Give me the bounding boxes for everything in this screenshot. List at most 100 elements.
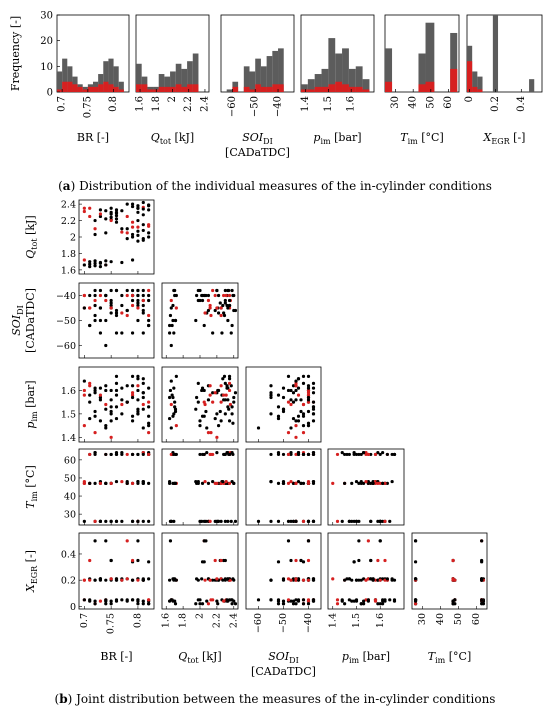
point	[301, 560, 306, 564]
bar-highlight	[113, 86, 119, 92]
point	[276, 414, 281, 418]
x-tick-label: 0.75	[82, 96, 93, 118]
point	[206, 481, 211, 485]
point	[225, 386, 229, 390]
scatter-panel-Qtot-vs-BR	[78, 199, 155, 275]
point	[311, 405, 316, 409]
point	[231, 577, 235, 581]
point	[130, 374, 135, 378]
point	[269, 391, 273, 395]
bar-total	[113, 66, 119, 92]
y-tick-label: 2.4	[61, 200, 76, 211]
bar-highlight	[175, 84, 182, 92]
point	[286, 388, 291, 393]
point-highlight	[203, 311, 207, 315]
point-highlight	[373, 452, 378, 457]
point	[104, 519, 108, 523]
point	[202, 388, 206, 393]
point	[125, 202, 129, 206]
point	[194, 602, 198, 606]
point	[291, 384, 296, 388]
column-label: BR [-]	[100, 650, 132, 663]
point	[269, 519, 273, 523]
bar-highlight	[103, 81, 109, 92]
point-highlight	[306, 558, 311, 563]
point	[104, 384, 108, 388]
point	[306, 386, 311, 390]
point-highlight	[335, 598, 340, 602]
bar-highlight	[108, 84, 114, 92]
point	[281, 602, 286, 606]
point	[230, 405, 234, 409]
point	[381, 519, 385, 523]
point	[381, 598, 385, 602]
point	[223, 577, 227, 581]
point-highlight	[93, 298, 97, 303]
point	[226, 318, 230, 323]
point	[136, 558, 140, 563]
point-highlight	[109, 481, 113, 485]
point	[230, 323, 234, 328]
point	[195, 481, 199, 485]
y-tick-label: 30	[64, 510, 76, 521]
bar-total	[103, 61, 109, 92]
point	[130, 395, 135, 400]
point-highlight	[301, 402, 306, 407]
point	[296, 598, 301, 602]
point	[311, 479, 316, 484]
x-tick-label: 60	[443, 96, 454, 109]
point	[147, 560, 151, 564]
point	[169, 306, 173, 310]
point	[114, 311, 119, 315]
point	[147, 208, 151, 212]
point	[311, 391, 316, 395]
point	[376, 602, 380, 606]
point	[301, 452, 306, 457]
point-highlight	[203, 402, 207, 407]
point-highlight	[296, 393, 301, 397]
scatter-panel-XEGR-vs-pim	[327, 532, 405, 610]
point	[347, 598, 351, 602]
point	[98, 386, 103, 390]
bar-highlight	[62, 81, 68, 92]
y-tick-label: 50	[64, 473, 76, 484]
point-highlight	[301, 519, 306, 523]
point	[82, 379, 86, 383]
point	[147, 421, 151, 425]
bar-total	[314, 74, 322, 92]
x-tick-label: 2	[195, 613, 206, 619]
bar-total	[136, 63, 142, 92]
point-highlight	[294, 384, 298, 388]
y-tick-label: 2	[70, 233, 76, 244]
point	[276, 519, 281, 523]
point-highlight	[222, 293, 226, 298]
x-tick-label: 1.8	[151, 96, 162, 112]
point	[230, 602, 234, 606]
point	[109, 215, 113, 219]
point	[291, 400, 296, 404]
histogram-2	[135, 14, 210, 93]
x-tick-label: 1.4	[300, 96, 311, 112]
bar-total	[164, 76, 171, 92]
point	[88, 599, 92, 603]
point	[109, 405, 113, 409]
point	[230, 451, 234, 455]
point	[221, 303, 225, 308]
point	[141, 207, 145, 211]
point	[114, 208, 119, 212]
point	[281, 386, 286, 390]
point	[168, 539, 173, 543]
point-highlight	[130, 293, 135, 298]
point	[229, 519, 233, 523]
bar-total	[477, 76, 483, 92]
point	[306, 395, 311, 400]
point	[114, 388, 119, 393]
scatter-frame	[245, 366, 322, 443]
point	[109, 311, 113, 315]
scatter-panel-SOI-vs-Qtot	[161, 282, 239, 359]
point	[109, 419, 113, 423]
bar-total	[249, 71, 256, 92]
point	[173, 481, 177, 485]
point	[136, 374, 140, 378]
point	[211, 331, 215, 335]
